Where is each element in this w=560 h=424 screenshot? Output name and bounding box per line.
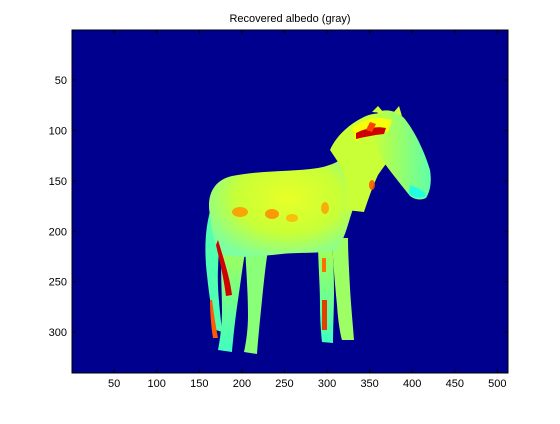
horse-ear (394, 106, 402, 116)
y-tick-label: 50 (55, 75, 67, 87)
albedo-hotspot (265, 209, 279, 219)
x-tick-label: 450 (446, 378, 464, 390)
horse-leg-front-right (332, 238, 354, 340)
horse-head (372, 110, 431, 200)
albedo-hotspot (232, 207, 248, 217)
x-tick-label: 200 (233, 378, 251, 390)
x-tick-label: 250 (275, 378, 293, 390)
x-tick-label: 500 (488, 378, 506, 390)
horse-leg-back-right (244, 245, 268, 354)
horse-ear (372, 106, 384, 113)
x-tick-label: 50 (108, 378, 120, 390)
y-axis: 50 100 150 200 250 300 (49, 75, 508, 339)
y-tick-label: 150 (49, 176, 67, 188)
horse-body (208, 150, 368, 257)
horse-silhouette (205, 106, 431, 354)
albedo-hotspot (369, 180, 375, 190)
albedo-hotspot (286, 214, 298, 222)
x-tick-label: 100 (148, 378, 166, 390)
axes-frame (71, 29, 509, 374)
chart-title: Recovered albedo (gray) (229, 13, 350, 25)
albedo-hotspot (210, 300, 218, 338)
albedo-hotspot (321, 202, 329, 214)
albedo-hotspot (322, 300, 327, 330)
x-tick-label: 150 (190, 378, 208, 390)
heatmap-image (72, 30, 508, 373)
x-tick-label: 350 (360, 378, 378, 390)
y-tick-label: 200 (49, 226, 67, 238)
albedo-hotspot (322, 258, 326, 272)
y-tick-label: 100 (49, 125, 67, 137)
albedo-hotspot (366, 122, 376, 132)
y-tick-label: 250 (49, 277, 67, 289)
x-tick-label: 400 (403, 378, 421, 390)
horse-muzzle (409, 185, 426, 198)
albedo-hotspot (356, 127, 386, 139)
y-tick-label: 300 (49, 327, 67, 339)
x-axis: 50 100 150 200 250 300 350 400 450 500 (108, 30, 507, 390)
x-tick-label: 300 (318, 378, 336, 390)
albedo-hotspot (216, 240, 232, 296)
